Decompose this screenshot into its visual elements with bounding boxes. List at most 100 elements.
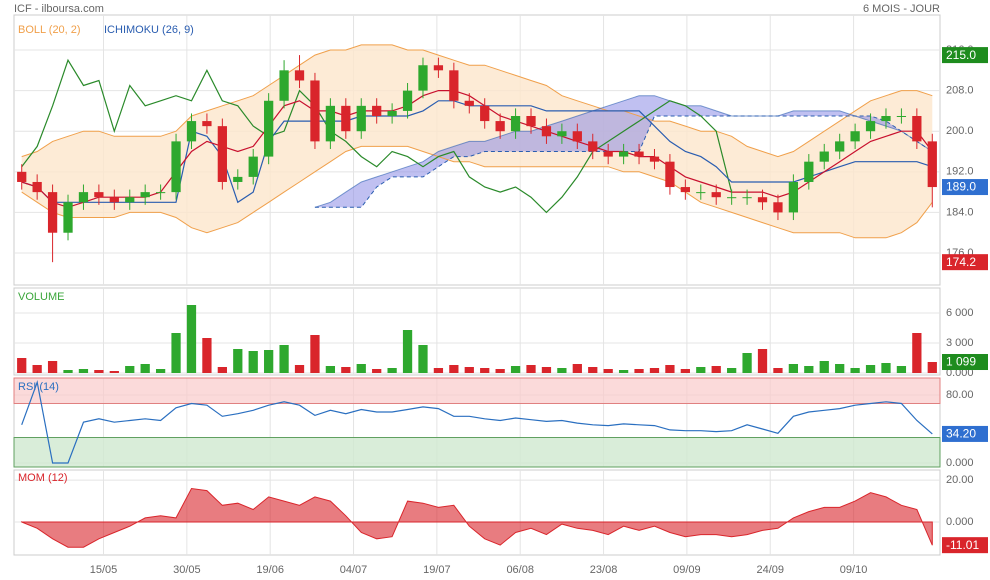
candle-body bbox=[372, 105, 382, 116]
candle-body bbox=[217, 126, 227, 182]
candle-body bbox=[495, 121, 505, 132]
panel bbox=[13, 287, 941, 376]
volume-bar bbox=[109, 371, 119, 373]
candle-body bbox=[742, 197, 752, 199]
candle-body bbox=[618, 151, 629, 157]
candle-body bbox=[526, 115, 536, 127]
volume-bar bbox=[202, 338, 212, 373]
candle-body bbox=[47, 192, 58, 233]
panel-title: MOM (12) bbox=[18, 472, 68, 484]
y-tick-label: 3 000 bbox=[946, 337, 974, 349]
y-tick-label: 6 000 bbox=[946, 307, 974, 319]
y-tick-label: 20.00 bbox=[946, 474, 974, 486]
candle-body bbox=[572, 131, 582, 142]
volume-bar bbox=[927, 362, 937, 373]
mom-area bbox=[20, 487, 933, 548]
candle-body bbox=[310, 80, 320, 142]
candle-body bbox=[279, 70, 289, 101]
candle-body bbox=[541, 126, 552, 137]
boll-lower bbox=[21, 145, 933, 239]
volume-bar bbox=[418, 345, 428, 373]
candle-body bbox=[433, 65, 444, 71]
y-tick-label: 0.000 bbox=[946, 457, 974, 469]
candle-body bbox=[865, 121, 876, 132]
volume-bar bbox=[387, 368, 397, 373]
volume-bar bbox=[47, 361, 58, 373]
value-marker bbox=[942, 47, 988, 64]
volume-bar bbox=[464, 367, 474, 373]
volume-bar bbox=[881, 363, 891, 373]
volume-bar bbox=[63, 370, 73, 373]
volume-bar bbox=[325, 366, 336, 373]
candle-body bbox=[63, 202, 73, 233]
candle-body bbox=[171, 141, 181, 193]
candle-body bbox=[773, 202, 783, 213]
candle-body bbox=[680, 187, 690, 193]
candle-body bbox=[449, 70, 459, 101]
candle-body bbox=[341, 105, 351, 132]
candle-body bbox=[356, 105, 366, 132]
volume-bar bbox=[788, 364, 799, 373]
volume-bar bbox=[171, 333, 181, 373]
panel-title: VOLUME bbox=[18, 291, 64, 303]
candle-body bbox=[32, 181, 42, 193]
volume-bar bbox=[294, 365, 305, 373]
volume-bar bbox=[310, 335, 320, 373]
candle-body bbox=[233, 176, 243, 182]
volume-bar bbox=[588, 367, 598, 373]
candle-body bbox=[788, 181, 799, 213]
page-title: ICF - ilboursa.com bbox=[14, 3, 104, 15]
candle-body bbox=[325, 105, 336, 142]
legend-boll: BOLL (20, 2) bbox=[18, 24, 81, 36]
boll-upper bbox=[21, 44, 933, 158]
volume-bar bbox=[618, 370, 629, 373]
volume-bar bbox=[495, 369, 505, 373]
volume-bar bbox=[572, 364, 582, 373]
volume-bar bbox=[912, 333, 922, 373]
candle-body bbox=[927, 141, 937, 188]
candle-body bbox=[402, 90, 413, 111]
x-tick-label: 09/10 bbox=[840, 564, 868, 576]
y-tick-label: 200.0 bbox=[946, 125, 974, 137]
volume-bar bbox=[155, 369, 166, 373]
panel-title: RSI (14) bbox=[18, 381, 59, 393]
volume-bar bbox=[896, 366, 907, 373]
panel bbox=[13, 14, 941, 286]
volume-bar bbox=[557, 368, 567, 373]
volume-bar bbox=[449, 365, 459, 373]
volume-bar bbox=[727, 368, 737, 373]
x-tick-label: 19/07 bbox=[423, 564, 451, 576]
kijun bbox=[21, 100, 933, 204]
candle-body bbox=[248, 156, 258, 177]
x-tick-label: 06/08 bbox=[506, 564, 534, 576]
candle-body bbox=[557, 131, 567, 137]
volume-bar bbox=[696, 367, 706, 373]
value-marker-label: 174.2 bbox=[946, 255, 976, 269]
y-tick-label: 176.0 bbox=[946, 247, 974, 259]
volume-bar bbox=[140, 364, 150, 373]
volume-bar bbox=[125, 366, 135, 373]
candle-body bbox=[835, 141, 845, 152]
candle-body bbox=[819, 151, 829, 162]
volume-bar bbox=[742, 353, 752, 373]
volume-bar bbox=[279, 345, 289, 373]
candle-body bbox=[109, 197, 119, 203]
value-marker-label: -11.01 bbox=[946, 538, 979, 552]
volume-bar bbox=[665, 365, 675, 373]
volume-bar bbox=[850, 368, 860, 373]
candle-body bbox=[464, 100, 474, 106]
candle-body bbox=[711, 192, 721, 198]
volume-bar bbox=[186, 305, 197, 373]
volume-bar bbox=[248, 351, 258, 373]
volume-bar bbox=[217, 367, 227, 373]
period: 6 MOIS - JOUR bbox=[863, 3, 940, 15]
candle-body bbox=[17, 171, 27, 182]
candle-body bbox=[757, 197, 768, 203]
y-tick-label: 184.0 bbox=[946, 206, 974, 218]
y-tick-label: 208.0 bbox=[946, 85, 974, 97]
y-tick-label: 0.000 bbox=[946, 516, 974, 528]
legend-ichimoku: ICHIMOKU (26, 9) bbox=[104, 24, 194, 36]
candle-body bbox=[588, 141, 598, 152]
value-marker bbox=[942, 254, 988, 271]
candle-body bbox=[804, 161, 814, 182]
